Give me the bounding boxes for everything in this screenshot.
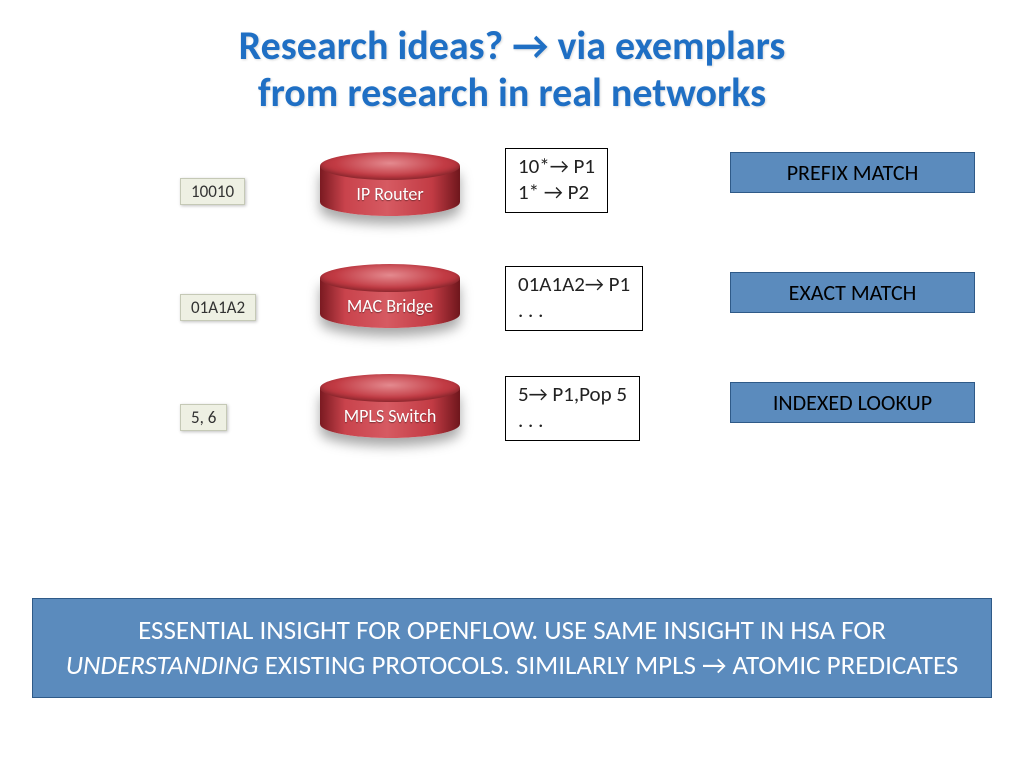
rule-line: . . . [518,407,543,433]
title-line2: from research in real networks [258,68,766,117]
slide-title: Research ideas? → via exemplars from res… [0,0,1024,116]
diagram-row: 10010 IP Router 10*→ P1 1* → P2 PREFIX MATC… [0,148,1024,238]
device-label: IP Router [356,183,423,205]
device-cylinder: MAC Bridge [320,264,460,336]
input-tag: 10010 [180,178,245,205]
footer-post: EXISTING PROTOCOLS. SIMILARLY MPLS → ATO… [259,649,959,682]
footer-emph: UNDERSTANDING [66,649,259,682]
rule-line: . . . [518,297,543,323]
match-type-label: EXACT MATCH [730,272,975,313]
input-tag: 01A1A2 [180,294,256,321]
device-cylinder: MPLS Switch [320,374,460,446]
footer-pre: ESSENTIAL INSIGHT FOR OPENFLOW. USE SAME… [138,614,886,647]
rule-box: 5→ P1,Pop 5 . . . [505,376,640,441]
rule-line: 1* → P2 [518,179,589,205]
input-tag: 5, 6 [180,404,227,431]
device-label: MAC Bridge [347,295,433,317]
rule-line: 10*→ P1 [518,153,595,179]
rule-line: 5→ P1,Pop 5 [518,381,627,407]
device-label: MPLS Switch [344,405,437,427]
device-cylinder: IP Router [320,152,460,224]
match-type-label: PREFIX MATCH [730,152,975,193]
title-line1: Research ideas? → via exemplars [239,21,786,70]
diagram-row: 01A1A2 MAC Bridge 01A1A2→ P1 . . . EXACT MA… [0,260,1024,350]
rule-box: 01A1A2→ P1 . . . [505,266,643,331]
rule-box: 10*→ P1 1* → P2 [505,148,608,213]
rule-line: 01A1A2→ P1 [518,271,630,297]
insight-footer: ESSENTIAL INSIGHT FOR OPENFLOW. USE SAME… [32,598,992,698]
match-type-label: INDEXED LOOKUP [730,382,975,423]
diagram-row: 5, 6 MPLS Switch 5→ P1,Pop 5 . . . INDEXED … [0,370,1024,460]
